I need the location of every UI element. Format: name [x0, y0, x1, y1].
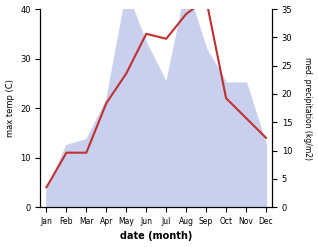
Y-axis label: med. precipitation (kg/m2): med. precipitation (kg/m2) — [303, 57, 313, 160]
X-axis label: date (month): date (month) — [120, 231, 192, 242]
Y-axis label: max temp (C): max temp (C) — [5, 79, 15, 137]
